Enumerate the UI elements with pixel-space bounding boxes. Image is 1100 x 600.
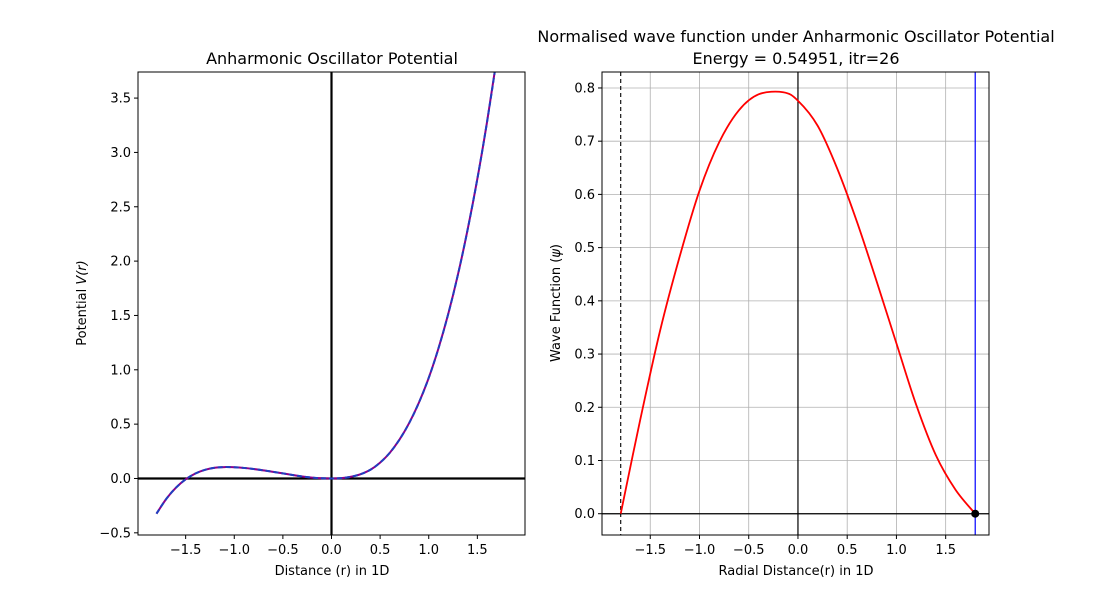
x-tick-label: 0.5 — [370, 543, 391, 558]
potential-x-ticks: −1.5 −1.0 −0.5 0.0 0.5 1.0 1.5 — [170, 535, 488, 558]
wavefunction-x-ticks: −1.5 −1.0 −0.5 0.0 0.5 1.0 1.5 — [634, 535, 956, 558]
endpoint-marker — [971, 509, 980, 518]
wavefunction-chart-title-line2: Energy = 0.54951, itr=26 — [693, 49, 900, 68]
potential-chart-title: Anharmonic Oscillator Potential — [206, 49, 458, 68]
x-tick-label: 1.0 — [886, 543, 907, 558]
wavefunction-axes-frame — [601, 71, 990, 536]
y-tick-label: 2.5 — [110, 200, 131, 215]
x-tick-label: −1.0 — [684, 543, 716, 558]
y-tick-label: 0.5 — [574, 241, 595, 256]
potential-chart: Anharmonic Oscillator Potential −1.5 −1.0… — [75, 49, 526, 579]
y-tick-label: 0.3 — [574, 348, 595, 363]
potential-y-ticks: −0.5 0.0 0.5 1.0 1.5 2.0 2.5 3.0 3.5 — [99, 92, 138, 541]
wavefunction-y-ticks: 0.0 0.1 0.2 0.3 0.4 0.5 0.6 0.7 0.8 — [574, 81, 602, 522]
y-tick-label: 0.5 — [110, 418, 131, 433]
x-tick-label: 0.0 — [321, 543, 342, 558]
x-tick-label: 0.0 — [788, 543, 809, 558]
y-tick-label: 0.0 — [110, 472, 131, 487]
wavefunction-chart: Normalised wave function under Anharmoni… — [537, 27, 1054, 579]
x-tick-label: −0.5 — [733, 543, 765, 558]
wavefunction-y-axis-label: Wave Function (ψ) — [549, 244, 564, 362]
wavefunction-x-axis-label: Radial Distance(r) in 1D — [718, 564, 873, 579]
wavefunction-series-line-0 — [619, 90, 976, 515]
y-tick-label: 0.6 — [574, 188, 595, 203]
y-tick-label: 0.2 — [574, 401, 595, 416]
y-tick-label: 0.4 — [574, 294, 595, 309]
y-tick-label: 3.0 — [110, 146, 131, 161]
x-tick-label: −0.5 — [267, 543, 299, 558]
x-tick-label: 1.0 — [418, 543, 439, 558]
x-tick-label: 1.5 — [467, 543, 488, 558]
x-tick-label: 1.5 — [935, 543, 956, 558]
x-tick-label: −1.0 — [218, 543, 250, 558]
potential-series-line-1 — [155, 72, 496, 515]
y-tick-label: 2.0 — [110, 255, 131, 270]
y-tick-label: 1.0 — [110, 363, 131, 378]
x-tick-label: −1.5 — [634, 543, 666, 558]
y-tick-label: 3.5 — [110, 92, 131, 107]
wavefunction-plot-area — [602, 72, 989, 535]
x-tick-label: 0.5 — [837, 543, 858, 558]
y-tick-label: 0.8 — [574, 81, 595, 96]
y-tick-label: −0.5 — [99, 526, 131, 541]
potential-x-axis-label: Distance (r) in 1D — [275, 564, 390, 579]
y-tick-label: 0.1 — [574, 454, 595, 469]
y-tick-label: 0.7 — [574, 135, 595, 150]
y-tick-label: 0.0 — [574, 507, 595, 522]
wavefunction-chart-title-line1: Normalised wave function under Anharmoni… — [537, 27, 1054, 46]
potential-y-axis-label: Potential V(r) — [75, 260, 90, 345]
y-tick-label: 1.5 — [110, 309, 131, 324]
x-tick-label: −1.5 — [170, 543, 202, 558]
potential-plot-area — [138, 72, 525, 535]
